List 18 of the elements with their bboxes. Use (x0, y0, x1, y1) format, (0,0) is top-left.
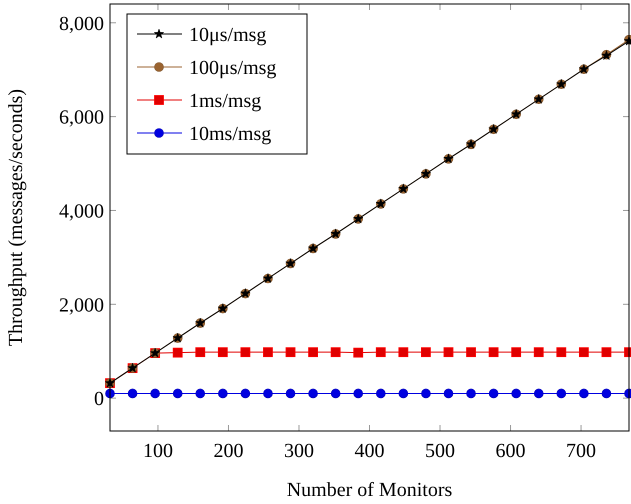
y-tick-label: 2,000 (59, 294, 104, 316)
legend-label: 10ms/msg (189, 123, 272, 145)
x-tick-label: 300 (284, 440, 314, 462)
legend-label: 100μs/msg (189, 57, 276, 79)
y-tick-label: 0 (94, 388, 104, 410)
y-tick-label: 8,000 (59, 12, 104, 35)
y-tick-label: 4,000 (59, 200, 104, 222)
x-tick-label: 600 (496, 440, 526, 462)
x-tick-label: 200 (213, 440, 244, 462)
y-tick-label: 6,000 (59, 106, 104, 129)
legend-label: 1ms/msg (189, 90, 262, 112)
legend-label: 10μs/msg (189, 24, 266, 46)
x-tick-label: 100 (142, 440, 173, 462)
x-axis-title: Number of Monitors (286, 479, 452, 501)
x-tick-label: 400 (354, 440, 384, 462)
y-axis-title: Throughput (messages/seconds) (5, 88, 27, 346)
x-tick-label: 700 (566, 440, 596, 462)
x-tick-label: 500 (425, 440, 456, 462)
